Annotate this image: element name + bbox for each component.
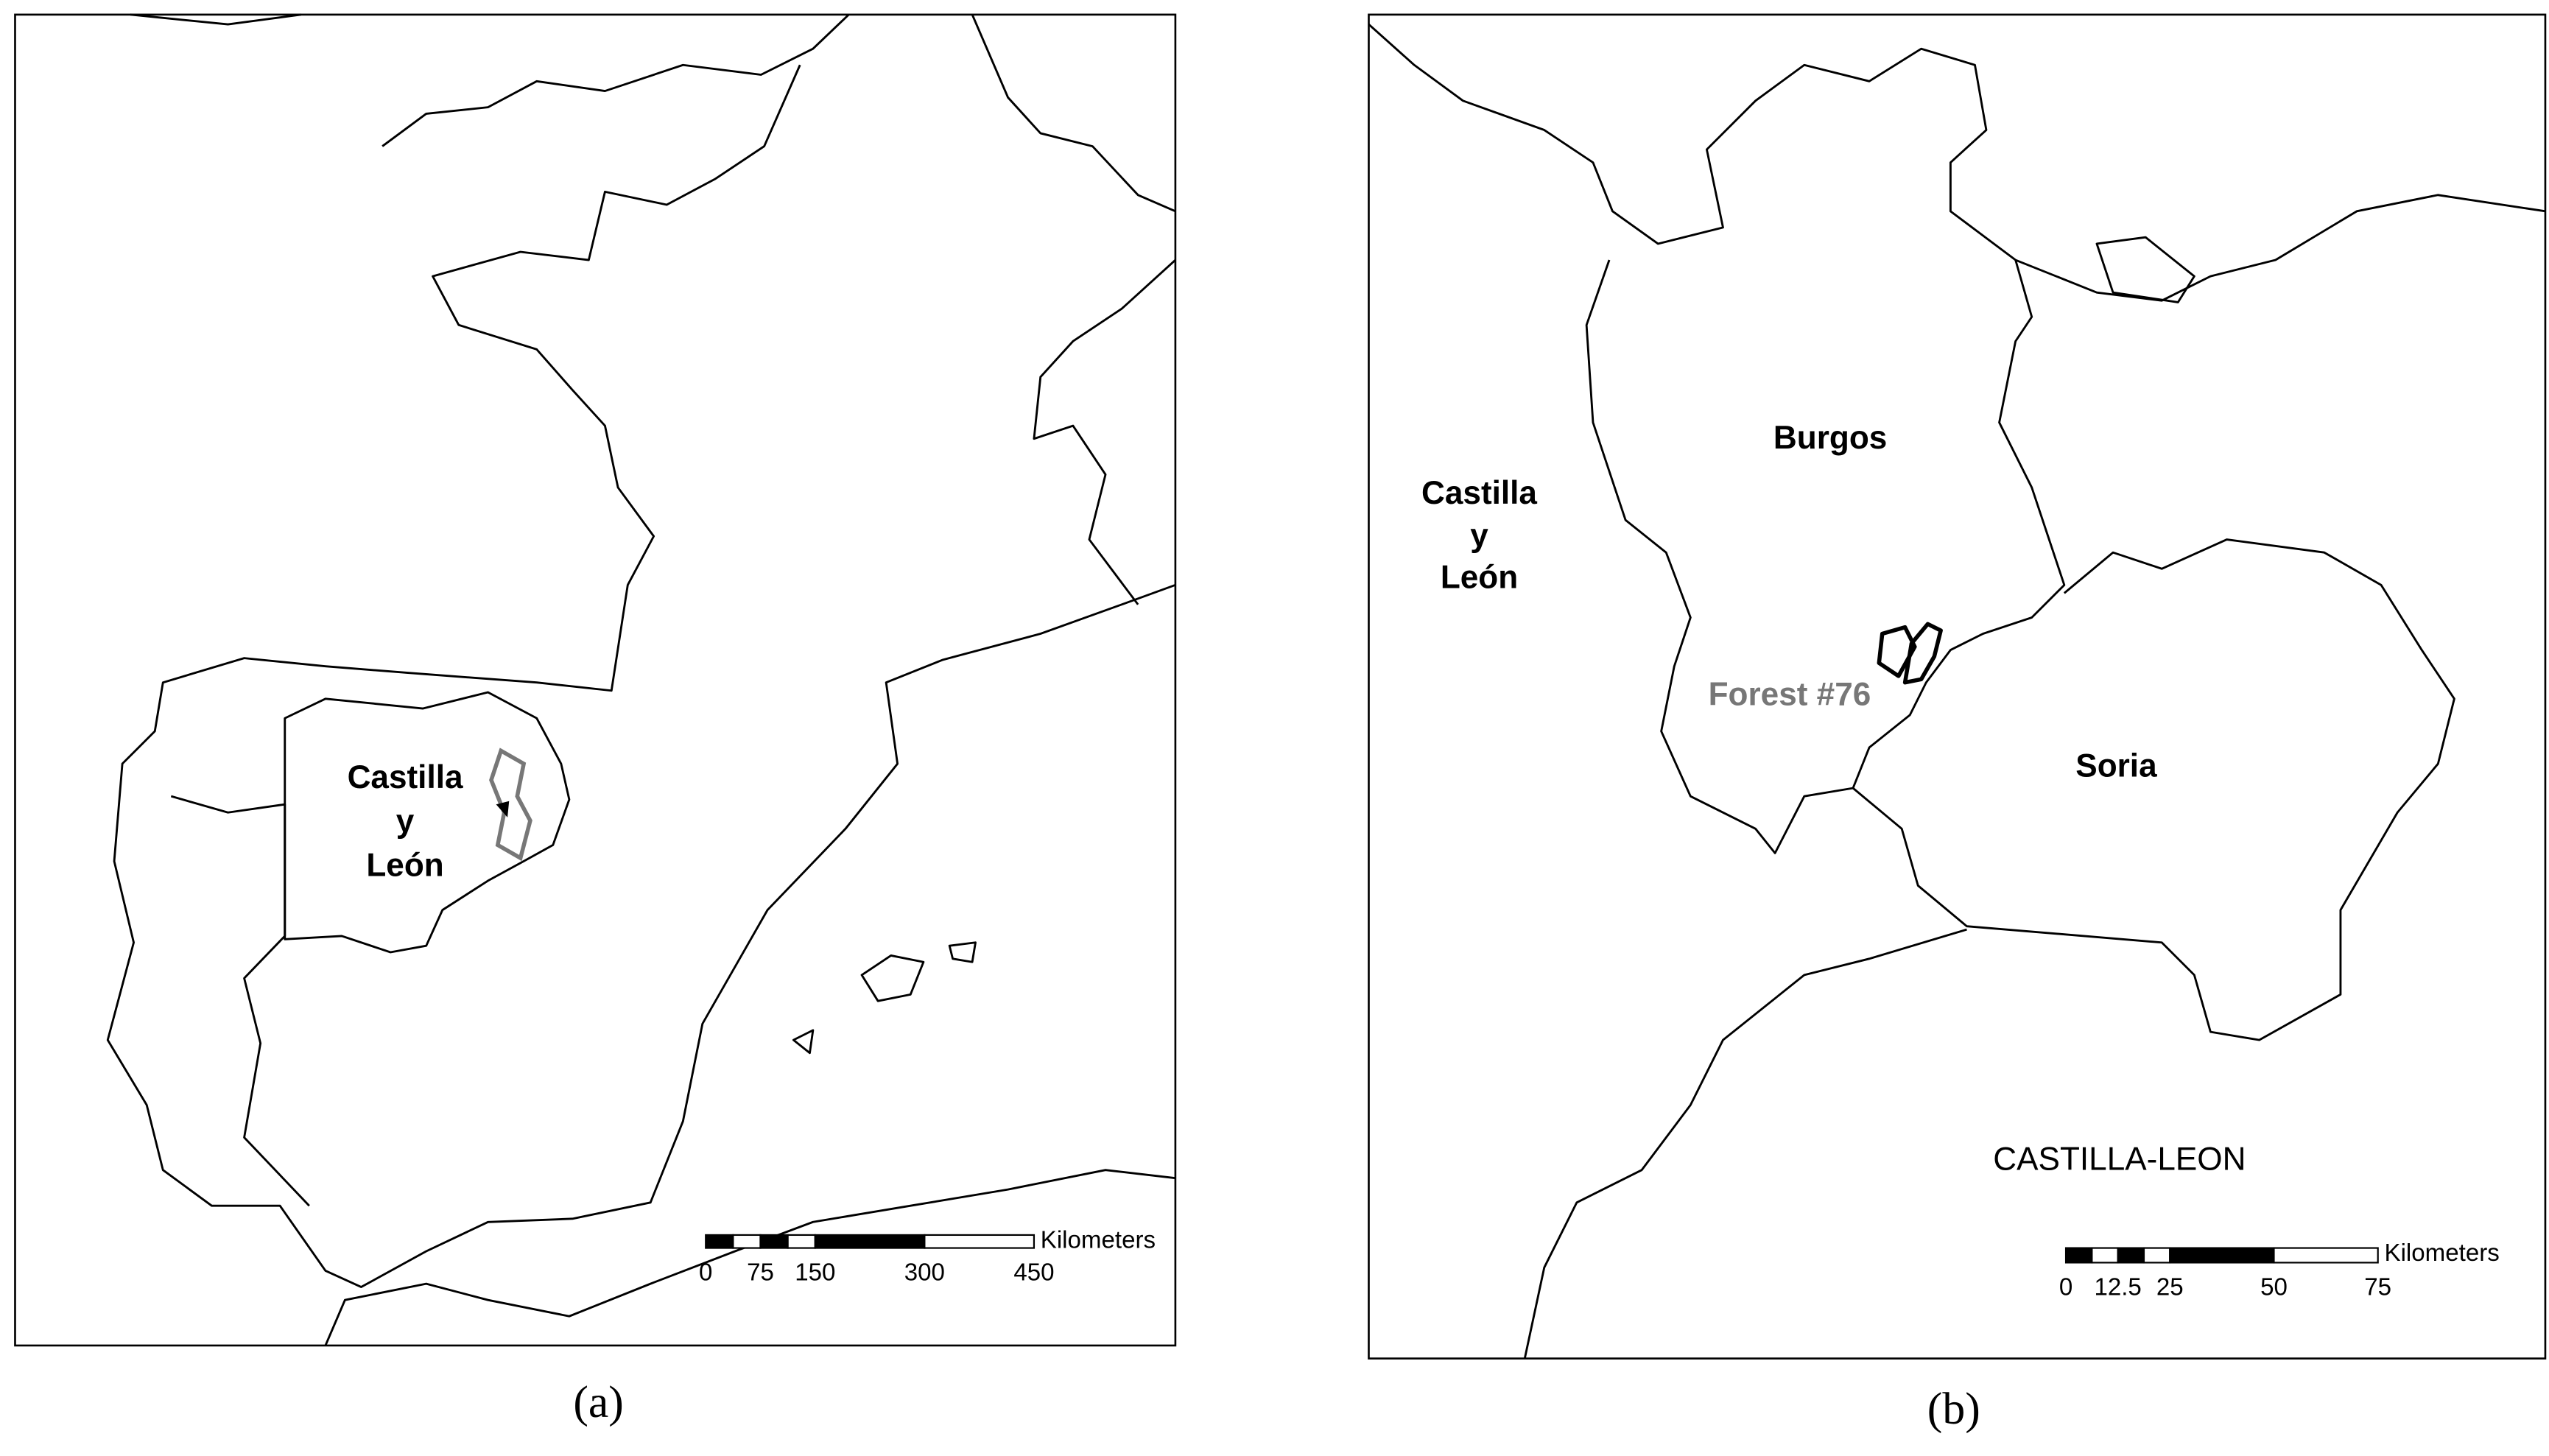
map-outlines [1368, 24, 2546, 1359]
scale-segment [2117, 1247, 2145, 1264]
forest-label: Forest #76 [1709, 677, 1871, 713]
scale-segment [814, 1234, 926, 1249]
scale-tick-label: 75 [747, 1259, 774, 1287]
scale-tick-label: 25 [2156, 1274, 2184, 1301]
forest-location [496, 801, 510, 817]
panel-frame [14, 13, 1177, 1347]
scale-segment [924, 1234, 1036, 1249]
label-line: y [396, 803, 415, 840]
label-line: León [366, 847, 443, 883]
scale-unit: Kilometers [1041, 1227, 1156, 1254]
region-name: CASTILLA-LEON [1993, 1142, 2246, 1178]
label-line: y [1470, 517, 1488, 553]
scale-bar: 0 75 150 300 450 Kilometers [699, 1227, 1156, 1287]
label-line: Castilla [1421, 475, 1537, 511]
caption: (b) [1927, 1384, 1980, 1434]
scale-tick-label: 0 [2059, 1274, 2072, 1301]
scale-tick-label: 450 [1013, 1259, 1054, 1287]
province-label: Burgos [1773, 420, 1887, 456]
panel-frame [1368, 13, 2547, 1360]
scale-segment [787, 1234, 816, 1249]
region-label: Castilla y León [348, 759, 463, 883]
scale-unit: Kilometers [2385, 1239, 2500, 1267]
scale-tick-label: 12.5 [2094, 1274, 2141, 1301]
map-outlines [106, 13, 1176, 1346]
scale-segment [705, 1234, 734, 1249]
scale-segment [759, 1234, 789, 1249]
scale-tick-label: 150 [795, 1259, 835, 1287]
scale-segment [2169, 1247, 2275, 1264]
label-line: León [1441, 560, 1518, 596]
scale-bar: 0 12.5 25 50 75 Kilometers [2059, 1239, 2500, 1301]
scale-tick-label: 75 [2364, 1274, 2391, 1301]
province-label: Soria [2075, 748, 2157, 784]
scale-segment [2142, 1247, 2171, 1264]
study-area [489, 748, 532, 862]
scale-tick-label: 0 [699, 1259, 712, 1287]
scale-segment [2064, 1247, 2093, 1264]
scale-tick-label: 50 [2260, 1274, 2288, 1301]
scale-segment [2273, 1247, 2379, 1264]
scale-tick-label: 300 [904, 1259, 945, 1287]
label-line: Castilla [348, 759, 463, 795]
region-label: Castilla y León [1421, 475, 1537, 596]
scale-segment [2091, 1247, 2119, 1264]
scale-segment [732, 1234, 762, 1249]
caption: (a) [573, 1377, 624, 1427]
